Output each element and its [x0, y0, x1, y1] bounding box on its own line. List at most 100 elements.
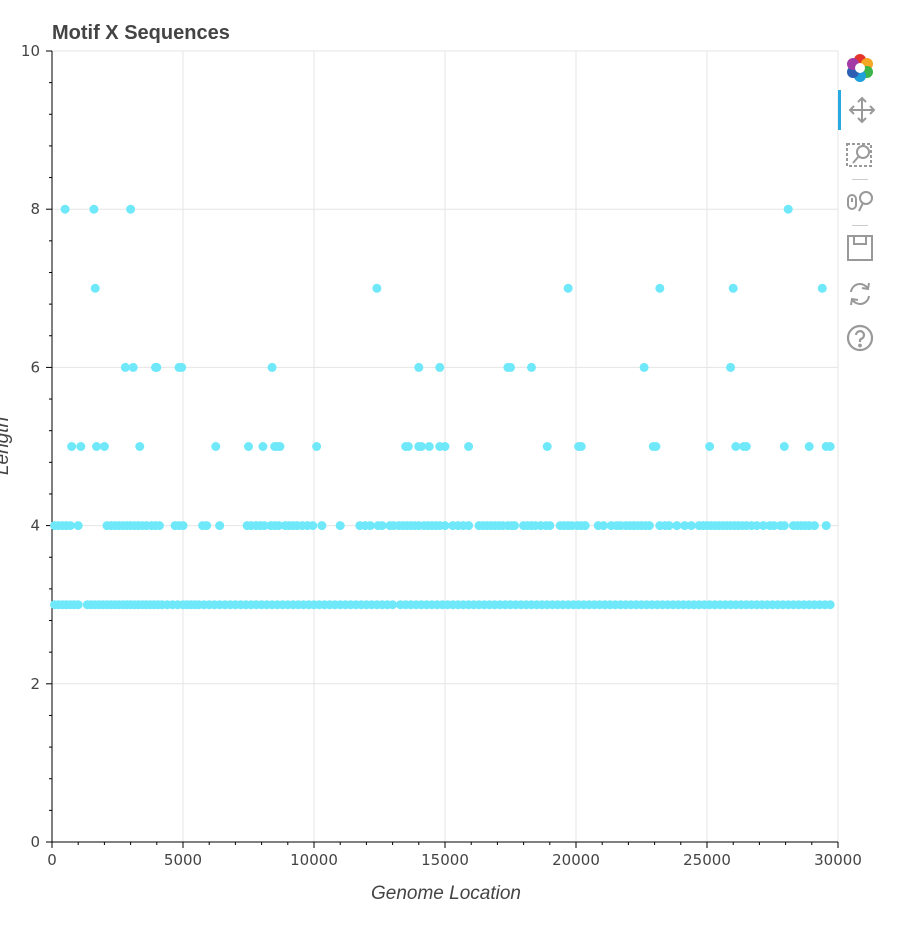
data-point: [89, 204, 99, 214]
data-point: [403, 442, 413, 451]
x-tick-label: 15000: [421, 851, 469, 869]
data-point: [267, 362, 277, 372]
data-point: [377, 521, 387, 531]
data-point: [741, 442, 751, 451]
data-point: [825, 442, 835, 451]
y-tick-label: 0: [30, 833, 40, 851]
data-point: [128, 362, 138, 372]
help-icon[interactable]: [838, 318, 882, 358]
data-point: [804, 442, 814, 451]
data-point: [414, 362, 424, 372]
data-point: [440, 521, 450, 531]
data-point: [76, 442, 86, 451]
data-point: [731, 442, 741, 451]
y-axis-label: Length: [0, 417, 13, 475]
data-point: [312, 442, 322, 451]
x-tick-label: 10000: [290, 851, 338, 869]
data-point: [178, 521, 188, 531]
data-point: [372, 283, 382, 293]
data-point: [259, 521, 269, 531]
y-tick-label: 4: [30, 517, 40, 535]
data-point: [672, 521, 682, 531]
data-point: [126, 204, 136, 214]
data-point: [435, 362, 445, 372]
data-point: [506, 362, 515, 372]
data-point: [644, 521, 654, 531]
data-point: [258, 442, 268, 451]
data-point: [308, 521, 318, 531]
x-tick-label: 20000: [552, 851, 600, 869]
data-point: [545, 521, 555, 531]
data-point: [809, 521, 819, 531]
data-point: [92, 442, 102, 451]
pan-icon[interactable]: [838, 90, 882, 130]
x-tick-label: 0: [47, 851, 57, 869]
data-point: [651, 442, 661, 451]
data-point: [526, 362, 536, 372]
data-point: [73, 521, 83, 531]
x-axis-label: Genome Location: [371, 883, 521, 904]
x-tick-label: 30000: [814, 851, 862, 869]
data-point: [779, 442, 789, 451]
data-point: [563, 283, 573, 293]
data-point: [752, 521, 762, 531]
bokeh-logo-icon[interactable]: [838, 48, 882, 88]
data-point: [65, 521, 75, 531]
data-point: [67, 442, 77, 451]
chart-title: Motif X Sequences: [52, 22, 230, 44]
data-point: [73, 600, 83, 610]
x-tick-label: 25000: [683, 851, 731, 869]
data-point: [825, 600, 835, 610]
save-icon[interactable]: [838, 228, 882, 268]
data-point: [215, 521, 225, 531]
data-point: [317, 521, 327, 531]
data-point: [211, 442, 221, 451]
toolbar-separator: [852, 179, 868, 180]
data-point: [120, 362, 130, 372]
data-point: [705, 442, 715, 451]
data-point: [60, 204, 70, 214]
data-point: [769, 521, 779, 531]
data-point: [464, 442, 474, 451]
data-point: [274, 521, 284, 531]
data-point: [664, 521, 674, 531]
data-point: [783, 204, 793, 214]
data-point: [728, 283, 738, 293]
data-point: [639, 362, 649, 372]
box-zoom-icon[interactable]: [838, 135, 882, 175]
data-point: [576, 442, 586, 451]
data-point: [388, 600, 398, 610]
data-point: [655, 283, 665, 293]
data-point: [440, 442, 450, 451]
data-point: [275, 442, 285, 451]
data-point: [580, 521, 590, 531]
reset-icon[interactable]: [838, 274, 882, 314]
data-point: [335, 521, 345, 531]
y-tick-label: 10: [21, 42, 40, 60]
wheel-zoom-icon[interactable]: [838, 182, 882, 222]
data-point: [542, 442, 552, 451]
y-tick-label: 2: [30, 675, 40, 693]
data-point: [152, 362, 162, 372]
data-point: [599, 521, 609, 531]
axes: 0 5000 10000 15000 20000 25000 30000 0 2 4 6 8 10: [21, 42, 862, 869]
y-tick-label: 6: [30, 358, 40, 376]
data-point: [416, 442, 426, 451]
data-point: [135, 442, 145, 451]
data-point: [680, 521, 690, 531]
data-point: [758, 521, 768, 531]
data-point: [779, 521, 789, 531]
data-point: [90, 283, 100, 293]
data-points: [50, 204, 835, 610]
x-tick-label: 5000: [164, 851, 202, 869]
data-point: [365, 521, 375, 531]
data-point: [424, 442, 434, 451]
data-point: [726, 362, 736, 372]
data-point: [464, 521, 474, 531]
data-point: [821, 521, 831, 531]
data-point: [177, 362, 187, 372]
data-point: [509, 521, 519, 531]
data-point: [99, 442, 109, 451]
data-point: [154, 521, 164, 531]
